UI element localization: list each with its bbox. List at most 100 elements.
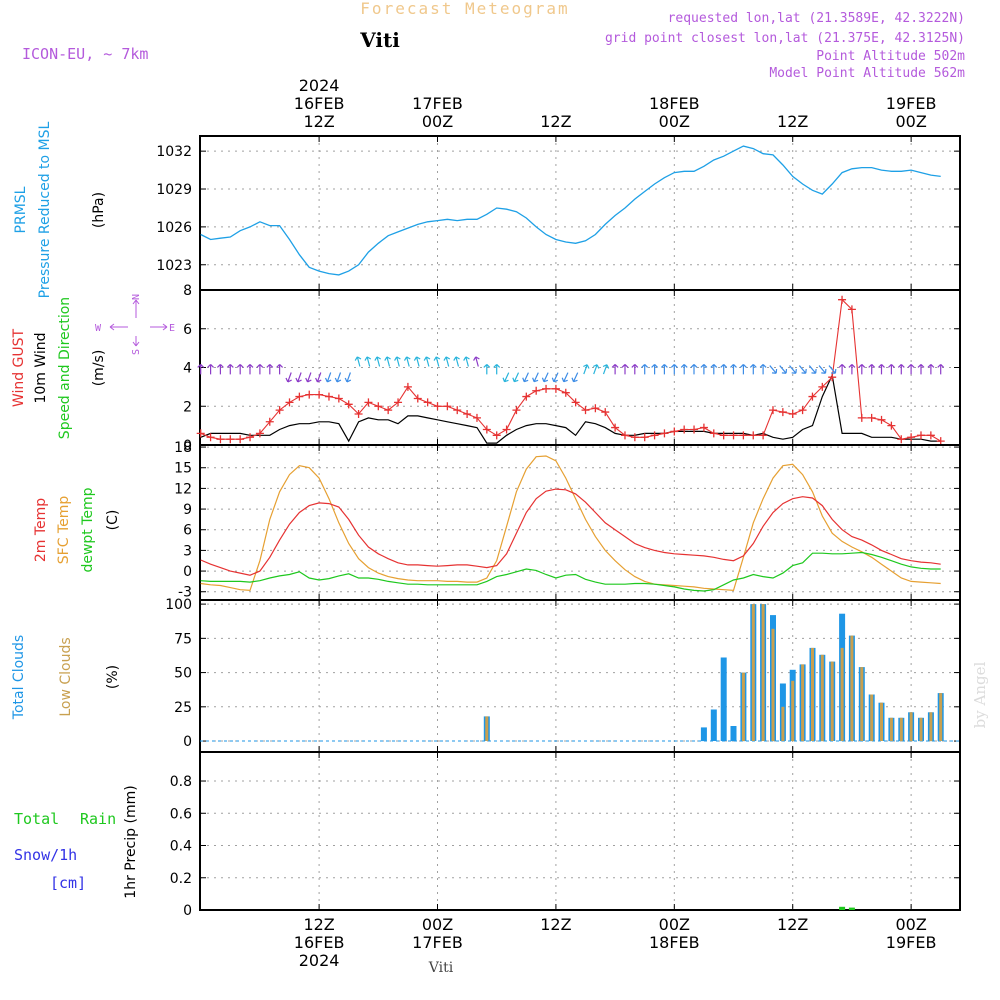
compass-rose: N S W E bbox=[95, 294, 175, 355]
wind-direction-arrow bbox=[453, 356, 460, 367]
gust-marker bbox=[690, 425, 699, 434]
wind-arrow-shape bbox=[463, 356, 470, 367]
wind-direction-arrow bbox=[384, 356, 391, 367]
gust-marker bbox=[255, 429, 264, 438]
gust-marker bbox=[512, 406, 521, 415]
gust-marker bbox=[581, 406, 590, 415]
wind-direction-arrow bbox=[818, 365, 827, 374]
gust-marker bbox=[798, 406, 807, 415]
gust-marker bbox=[551, 384, 560, 393]
wind-direction-arrow bbox=[739, 363, 747, 375]
pressure-label-msl: Pressure Reduced to MSL bbox=[37, 121, 53, 298]
wind-arrow-shape bbox=[483, 363, 491, 375]
wind-direction-arrow bbox=[522, 372, 529, 383]
gust-marker bbox=[759, 431, 768, 440]
wind-direction-arrow bbox=[798, 365, 807, 374]
series-2m-temp bbox=[200, 488, 941, 576]
y-tick-label: 0.2 bbox=[170, 871, 192, 887]
bar-low-clouds bbox=[801, 664, 805, 742]
wind-arrow-shape bbox=[266, 363, 274, 375]
wind-direction-arrow bbox=[512, 372, 520, 383]
wind-direction-arrow bbox=[443, 356, 451, 367]
bar-low-clouds bbox=[830, 661, 834, 741]
y-tick-label: 4 bbox=[183, 361, 192, 377]
gust-marker bbox=[749, 431, 758, 440]
time-tick-hour-bottom: 12Z bbox=[777, 915, 808, 934]
wind-arrow-shape bbox=[808, 365, 817, 374]
bar-low-clouds bbox=[741, 672, 745, 742]
wind-direction-arrow bbox=[315, 372, 322, 383]
gust-marker bbox=[828, 373, 837, 382]
gust-marker bbox=[334, 394, 343, 403]
wind-label-10m: 10m Wind bbox=[33, 332, 49, 403]
gust-marker bbox=[522, 392, 531, 401]
wind-arrow-shape bbox=[502, 372, 510, 383]
wind-arrow-shape bbox=[660, 363, 668, 375]
wind-arrow-shape bbox=[305, 372, 312, 383]
wind-arrow-shape bbox=[670, 363, 678, 375]
gust-marker bbox=[403, 382, 412, 391]
wind-arrow-shape bbox=[641, 363, 649, 375]
gust-marker bbox=[364, 398, 373, 407]
precip-label-snow: Snow/1h bbox=[14, 846, 77, 864]
bar-low-clouds bbox=[870, 694, 874, 742]
time-tick-hour-bottom: 12Z bbox=[540, 915, 571, 934]
gust-marker bbox=[926, 431, 935, 440]
wind-arrow-shape bbox=[354, 356, 362, 367]
wind-arrow-shape bbox=[897, 363, 905, 375]
wind-direction-arrow bbox=[344, 372, 352, 383]
gust-marker bbox=[354, 410, 363, 418]
wind-arrow-shape bbox=[593, 364, 600, 375]
time-tick-date-top: 18FEB bbox=[649, 94, 700, 113]
wind-direction-arrow bbox=[700, 363, 708, 375]
gust-marker bbox=[788, 410, 797, 418]
wind-direction-arrow bbox=[571, 372, 579, 383]
bar-low-clouds bbox=[929, 712, 933, 742]
y-tick-label: 9 bbox=[183, 502, 192, 518]
wind-label-direction: Speed and Direction bbox=[57, 297, 73, 439]
time-tick-date-top: 19FEB bbox=[886, 94, 937, 113]
bar-low-clouds bbox=[919, 717, 923, 742]
y-tick-label: 50 bbox=[174, 666, 192, 682]
gust-marker bbox=[680, 425, 689, 434]
wind-arrow-shape bbox=[779, 365, 788, 374]
wind-direction-arrow bbox=[433, 356, 441, 367]
wind-direction-arrow bbox=[779, 365, 788, 374]
wind-arrow-shape bbox=[374, 356, 381, 367]
wind-arrow-shape bbox=[522, 372, 529, 383]
wind-direction-arrow bbox=[611, 363, 619, 375]
precip-label-total: Total bbox=[14, 810, 59, 828]
time-tick-hour-bottom: 00Z bbox=[422, 915, 453, 934]
wind-arrow-shape bbox=[541, 372, 549, 383]
y-tick-label: 0 bbox=[183, 438, 192, 454]
wind-direction-arrow bbox=[216, 363, 224, 375]
y-tick-label: 0 bbox=[183, 564, 192, 580]
wind-arrow-shape bbox=[236, 363, 244, 375]
gust-marker bbox=[285, 398, 294, 407]
pressure-label-prmsl: PRMSL bbox=[13, 186, 29, 233]
wind-direction-arrow bbox=[769, 365, 778, 374]
wind-arrow-shape bbox=[739, 363, 747, 375]
gust-marker bbox=[571, 398, 580, 407]
bar-total-clouds bbox=[730, 726, 737, 742]
wind-direction-arrow bbox=[541, 372, 549, 383]
temp-label-sfc: SFC Temp bbox=[56, 496, 72, 565]
compass-east: E bbox=[169, 323, 175, 334]
gust-marker bbox=[640, 433, 649, 442]
wind-direction-arrow bbox=[897, 363, 905, 375]
y-tick-label: 0 bbox=[183, 734, 192, 750]
wind-direction-arrow bbox=[937, 363, 945, 375]
gust-marker bbox=[719, 431, 728, 440]
gust-marker bbox=[670, 427, 679, 436]
wind-arrow-shape bbox=[443, 356, 451, 367]
wind-arrow-shape bbox=[602, 364, 610, 375]
wind-arrow-shape bbox=[878, 363, 885, 375]
time-tick-date-bottom: 17FEB bbox=[412, 933, 463, 952]
wind-direction-arrow bbox=[808, 365, 817, 374]
gust-marker bbox=[246, 433, 255, 442]
time-tick-hour-top: 12Z bbox=[303, 112, 334, 131]
gust-marker bbox=[591, 404, 600, 413]
wind-direction-arrow bbox=[226, 363, 234, 375]
y-tick-label: 25 bbox=[174, 700, 192, 716]
